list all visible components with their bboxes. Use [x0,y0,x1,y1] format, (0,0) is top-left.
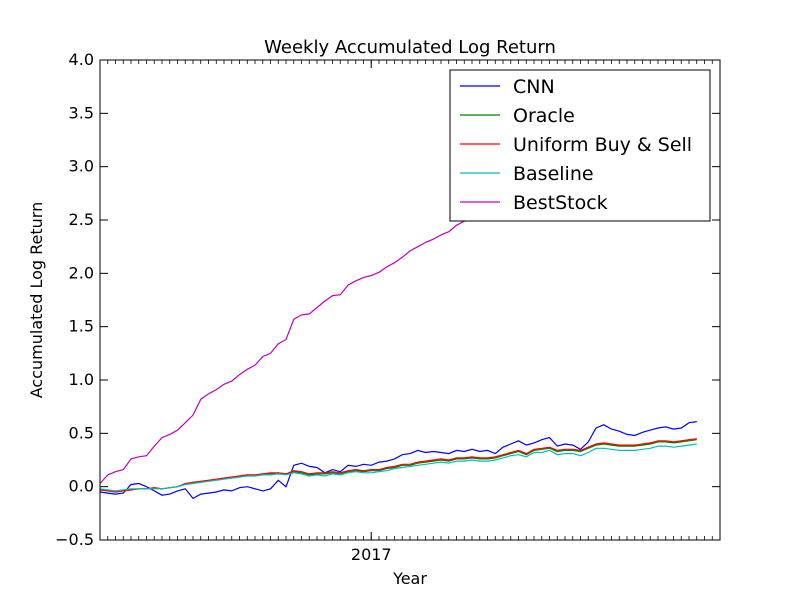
legend-box [449,69,711,222]
series-line-2 [99,438,697,493]
series-line-0 [99,421,697,500]
y-tick-label: −0.5 [55,530,94,549]
series-lines [99,219,697,500]
y-tick-label: 1.5 [69,317,94,336]
legend-label: CNN [513,76,555,98]
y-tick-label: 0.5 [69,423,94,442]
y-axis: −0.5 0.0 0.5 1.0 1.5 2.0 2.5 3.0 3.5 4.0 [55,50,720,549]
series-line-4 [99,219,473,484]
legend-label: Oracle [513,105,575,127]
y-tick-label: 3.0 [69,157,94,176]
series-line-3 [99,443,697,492]
plot-frame [99,59,721,541]
y-tick-label: 3.5 [69,103,94,122]
y-axis-label: Accumulated Log Return [27,202,46,399]
y-tick-label: 2.0 [69,263,94,282]
x-axis: 2017 [351,60,392,564]
y-tick-label: 1.0 [69,370,94,389]
legend-label: Baseline [513,163,594,185]
legend-label: Uniform Buy & Sell [513,134,692,156]
legend: CNN Oracle Uniform Buy & Sell Baseline BestS… [449,69,711,222]
legend-label: BestStock [513,192,608,214]
x-tick-label: 2017 [351,545,392,564]
x-axis-label: Year [392,569,427,588]
chart-title: Weekly Accumulated Log Return [264,37,556,58]
y-tick-label: 4.0 [69,50,94,69]
y-tick-label: 0.0 [69,477,94,496]
y-tick-label: 2.5 [69,210,94,229]
